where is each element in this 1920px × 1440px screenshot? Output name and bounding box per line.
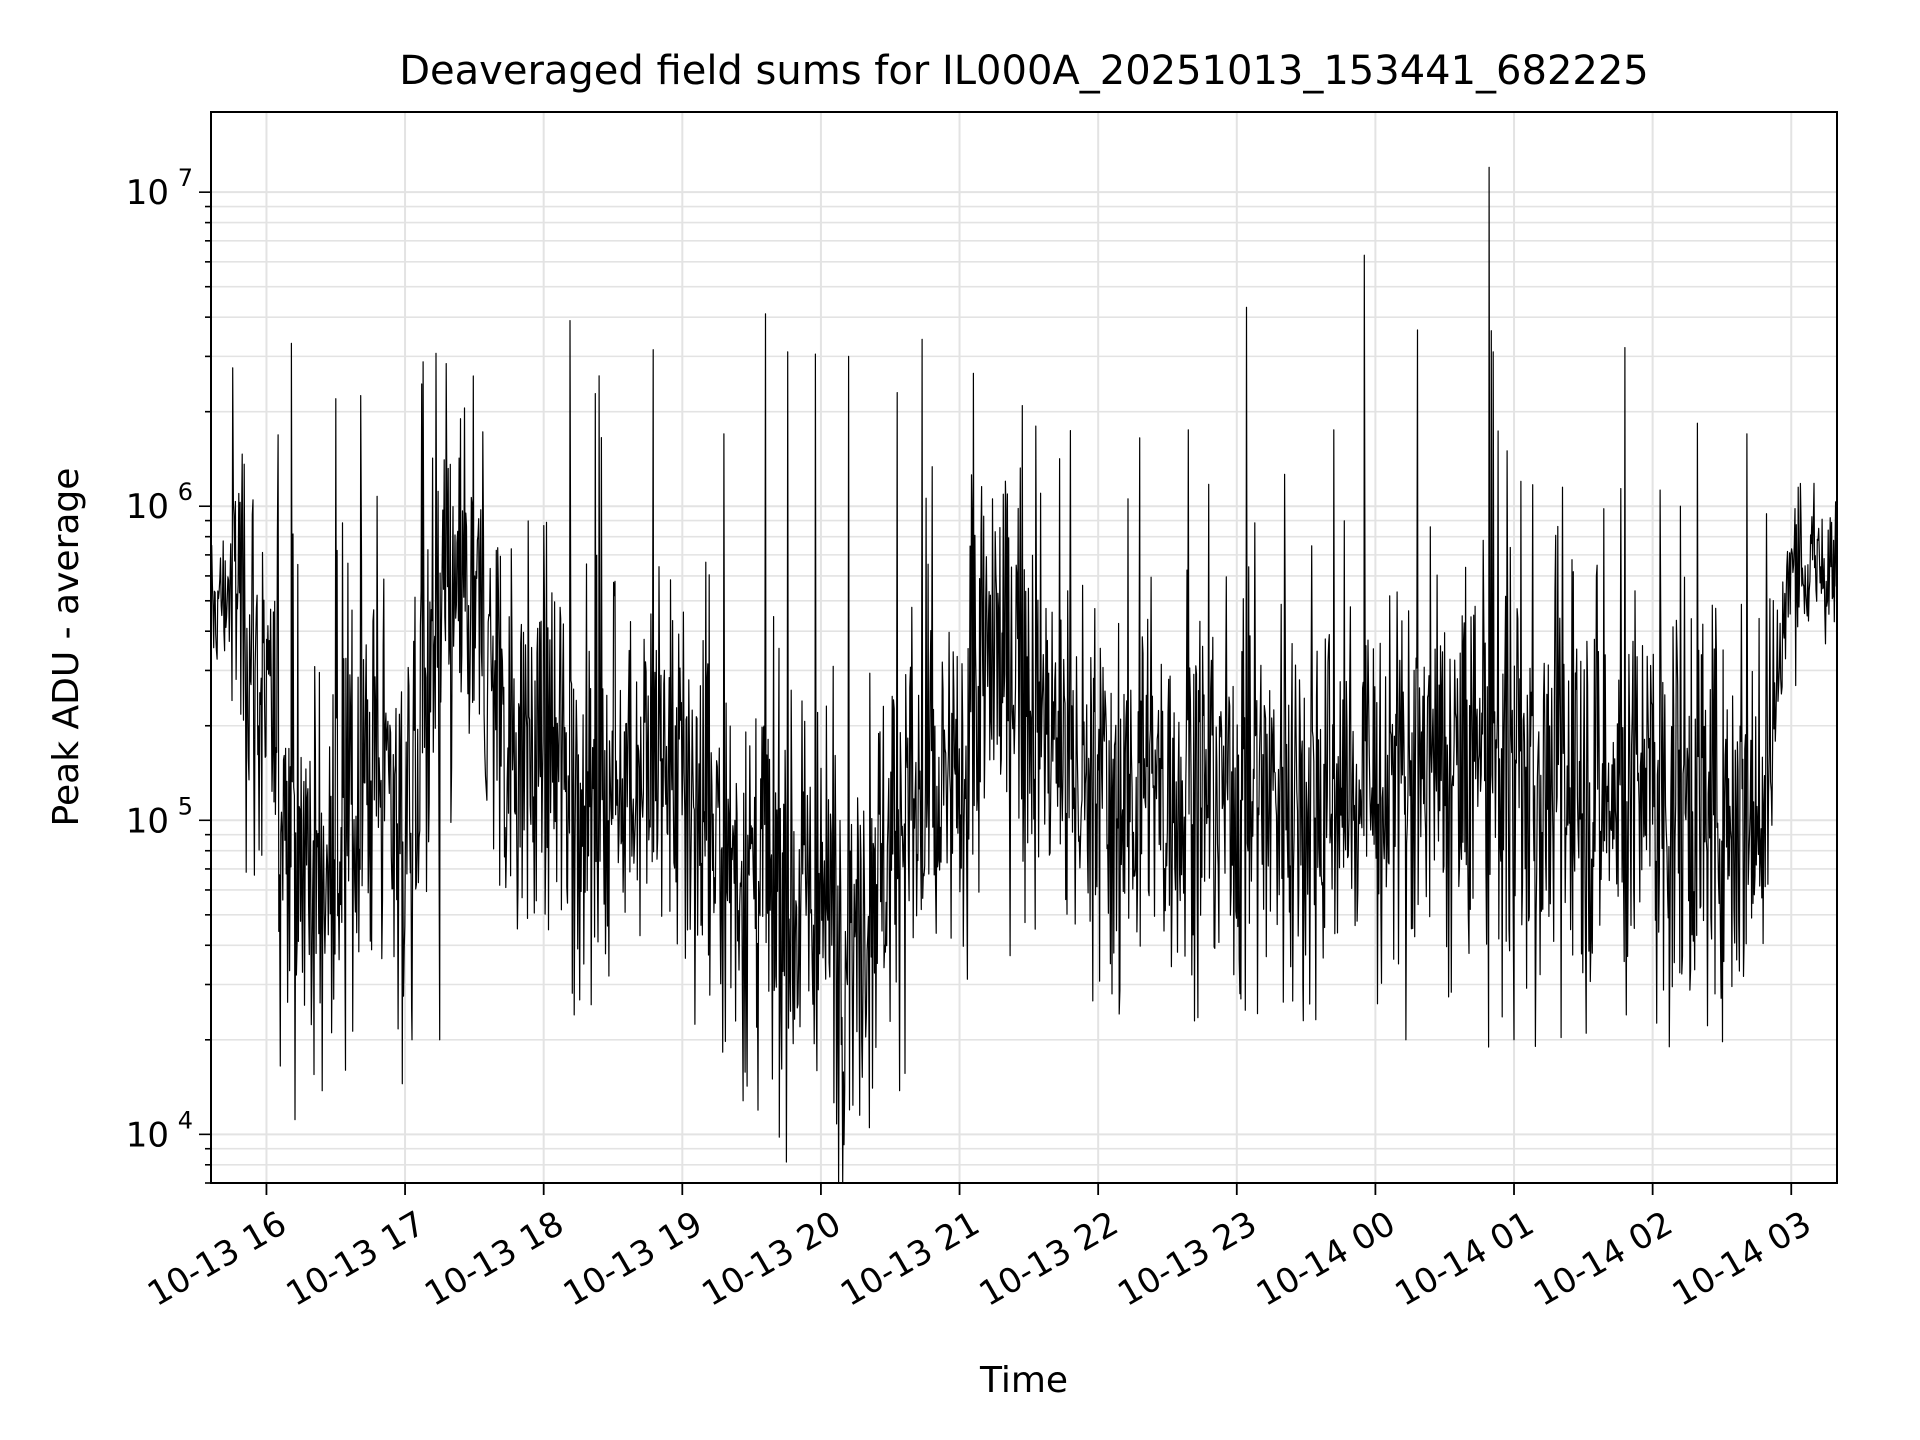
y-tick-exponent: 4 [178, 1106, 193, 1134]
y-tick-exponent: 5 [178, 792, 193, 820]
y-tick-label: 10 [126, 801, 169, 841]
x-axis-label: Time [979, 1360, 1068, 1401]
chart-title: Deaveraged field sums for IL000A_2025101… [399, 48, 1649, 94]
y-tick-label: 10 [126, 487, 169, 527]
plot-frame [210, 111, 1838, 1184]
y-tick-label: 10 [126, 173, 169, 213]
y-tick-label: 10 [126, 1115, 169, 1155]
y-tick-exponent: 6 [178, 478, 193, 506]
data-line [210, 166, 1838, 1184]
data-line-group [210, 166, 1838, 1184]
y-tick-exponent: 7 [178, 164, 193, 192]
y-axis-label: Peak ADU - average [46, 468, 87, 827]
